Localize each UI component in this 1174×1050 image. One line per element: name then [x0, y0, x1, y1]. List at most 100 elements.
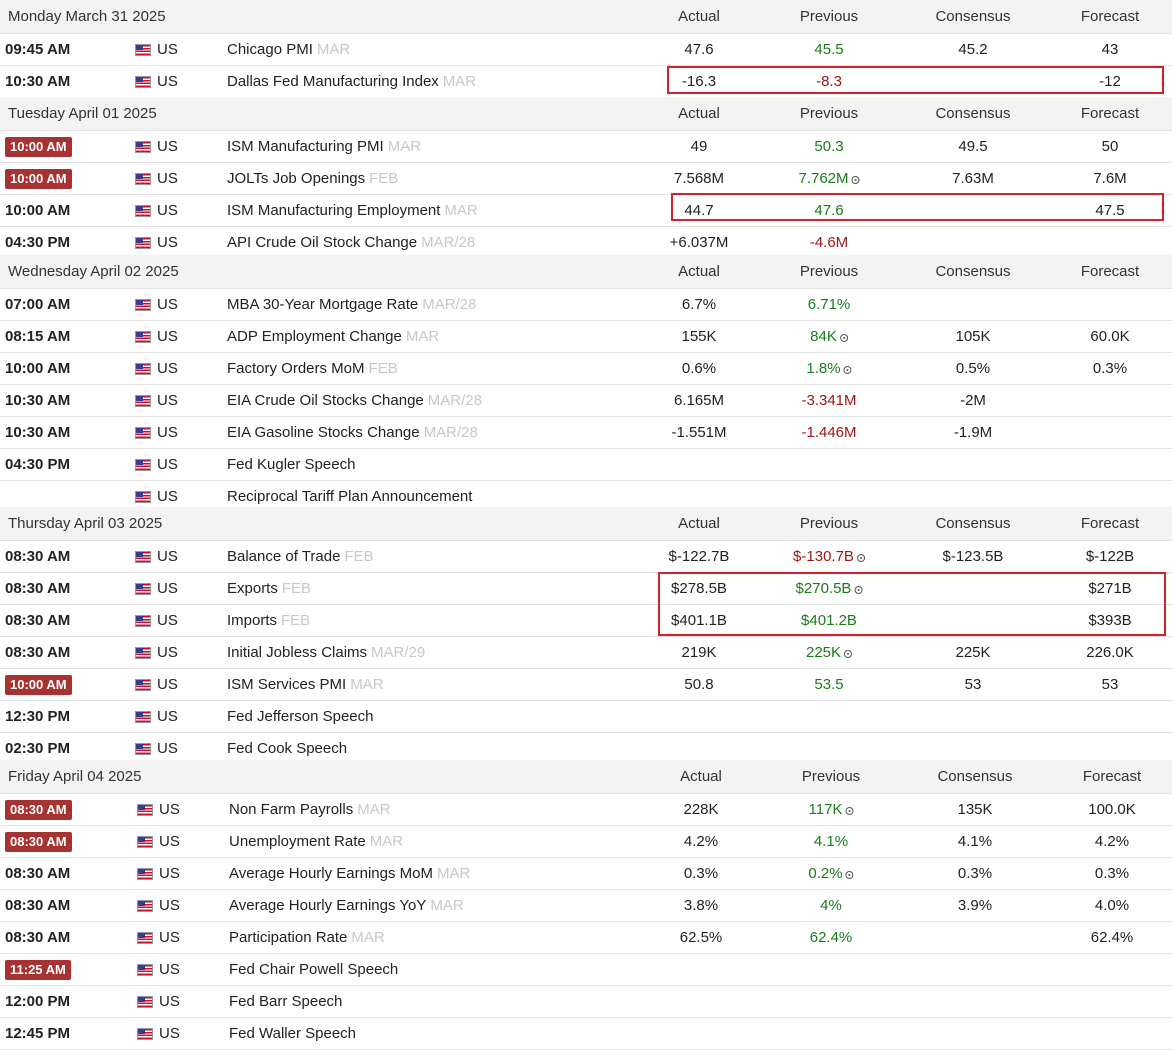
- event-row[interactable]: 10:00 AM US ISM Services PMI MAR 50.8 53.5 53 5…: [0, 669, 1172, 701]
- event-row[interactable]: 08:30 AM US Average Hourly Earnings YoY MAR…: [0, 890, 1172, 922]
- revised-info-icon[interactable]: [845, 870, 854, 879]
- event-name-cell[interactable]: Dallas Fed Manufacturing Index MAR: [227, 66, 476, 97]
- event-name-cell[interactable]: JOLTs Job Openings FEB: [227, 163, 398, 194]
- event-name-link[interactable]: Fed Waller Speech: [229, 1025, 357, 1042]
- event-row[interactable]: 08:30 AM US Initial Jobless Claims MAR/29 21…: [0, 637, 1172, 669]
- event-row[interactable]: 04:30 PM US API Crude Oil Stock Change MAR/…: [0, 227, 1172, 259]
- event-row[interactable]: 08:30 AM US Imports FEB $401.1B $401.2B $393B: [0, 605, 1172, 637]
- event-name-link[interactable]: EIA Crude Oil Stocks Change: [227, 392, 424, 409]
- event-name-cell[interactable]: Unemployment Rate MAR: [229, 826, 403, 857]
- event-country: US: [159, 993, 180, 1010]
- revised-info-icon[interactable]: [844, 649, 853, 658]
- event-name-link[interactable]: ISM Manufacturing Employment: [227, 202, 441, 219]
- event-row[interactable]: 10:00 AM US JOLTs Job Openings FEB 7.568M 7.7…: [0, 163, 1172, 195]
- event-name-cell[interactable]: ADP Employment Change MAR: [227, 321, 439, 352]
- event-name-cell[interactable]: Fed Kugler Speech: [227, 449, 355, 480]
- event-name-cell[interactable]: Fed Chair Powell Speech: [229, 954, 398, 985]
- event-name-link[interactable]: API Crude Oil Stock Change: [227, 234, 418, 251]
- event-row[interactable]: 12:30 PM US Fed Jefferson Speech: [0, 701, 1172, 733]
- event-row[interactable]: 10:00 AM US Factory Orders MoM FEB 0.6% 1.8% 0…: [0, 353, 1172, 385]
- event-name-link[interactable]: JOLTs Job Openings: [227, 170, 366, 187]
- event-forecast-value: 62.4%: [1090, 929, 1134, 946]
- event-row[interactable]: 08:30 AM US Exports FEB $278.5B $270.5B $271B: [0, 573, 1172, 605]
- event-name-cell[interactable]: Exports FEB: [227, 573, 311, 604]
- event-name-cell[interactable]: ISM Services PMI MAR: [227, 669, 384, 700]
- event-row[interactable]: 12:45 PM US Fed Waller Speech: [0, 1018, 1172, 1050]
- event-name-cell[interactable]: Fed Barr Speech: [229, 986, 342, 1017]
- event-name-cell[interactable]: MBA 30-Year Mortgage Rate MAR/28: [227, 289, 476, 320]
- event-row[interactable]: 10:30 AM US EIA Gasoline Stocks Change MAR/…: [0, 417, 1172, 449]
- event-name-link[interactable]: Fed Chair Powell Speech: [229, 961, 399, 978]
- event-name-link[interactable]: EIA Gasoline Stocks Change: [227, 424, 420, 441]
- event-name-cell[interactable]: Balance of Trade FEB: [227, 541, 374, 572]
- event-name-cell[interactable]: ISM Manufacturing PMI MAR: [227, 131, 421, 162]
- revised-info-icon[interactable]: [843, 365, 852, 374]
- event-name-cell[interactable]: Initial Jobless Claims MAR/29: [227, 637, 425, 668]
- event-row[interactable]: 08:30 AM US Non Farm Payrolls MAR 228K 117K 13…: [0, 794, 1172, 826]
- event-name-link[interactable]: Reciprocal Tariff Plan Announcement: [227, 488, 473, 505]
- event-name-link[interactable]: Non Farm Payrolls: [229, 801, 354, 818]
- event-name-link[interactable]: Imports: [227, 612, 278, 629]
- event-row[interactable]: 08:15 AM US ADP Employment Change MAR 155K 84…: [0, 321, 1172, 353]
- day-date: Tuesday April 01 2025: [8, 105, 157, 122]
- event-row[interactable]: 04:30 PM US Fed Kugler Speech: [0, 449, 1172, 481]
- us-flag-icon: [135, 573, 151, 604]
- event-row[interactable]: 08:30 AM US Balance of Trade FEB $-122.7B $-1…: [0, 541, 1172, 573]
- event-name-cell[interactable]: Participation Rate MAR: [229, 922, 385, 953]
- event-name-cell[interactable]: Reciprocal Tariff Plan Announcement: [227, 481, 472, 512]
- event-row[interactable]: 10:30 AM US Dallas Fed Manufacturing Index…: [0, 66, 1172, 98]
- event-name-link[interactable]: Fed Cook Speech: [227, 740, 348, 757]
- event-row[interactable]: 10:30 AM US EIA Crude Oil Stocks Change MAR…: [0, 385, 1172, 417]
- event-row[interactable]: 11:25 AM US Fed Chair Powell Speech: [0, 954, 1172, 986]
- event-name-cell[interactable]: EIA Gasoline Stocks Change MAR/28: [227, 417, 478, 448]
- event-name-link[interactable]: Balance of Trade: [227, 548, 341, 565]
- event-forecast-value: -12: [1099, 73, 1121, 90]
- event-name-link[interactable]: Initial Jobless Claims: [227, 644, 368, 661]
- event-row[interactable]: 10:00 AM US ISM Manufacturing Employment MA…: [0, 195, 1172, 227]
- event-forecast: 60.0K: [1090, 321, 1129, 352]
- event-name-link[interactable]: Exports: [227, 580, 278, 597]
- event-previous: 53.5: [814, 669, 843, 700]
- revised-info-icon[interactable]: [856, 553, 865, 562]
- event-name-link[interactable]: Fed Kugler Speech: [227, 456, 356, 473]
- event-name-cell[interactable]: Non Farm Payrolls MAR: [229, 794, 391, 825]
- event-name-link[interactable]: ADP Employment Change: [227, 328, 402, 345]
- event-name-cell[interactable]: EIA Crude Oil Stocks Change MAR/28: [227, 385, 482, 416]
- event-name-link[interactable]: Factory Orders MoM: [227, 360, 365, 377]
- event-row[interactable]: 12:00 PM US Fed Barr Speech: [0, 986, 1172, 1018]
- event-name-cell[interactable]: Chicago PMI MAR: [227, 34, 350, 65]
- event-name-link[interactable]: Average Hourly Earnings MoM: [229, 865, 433, 882]
- revised-info-icon[interactable]: [839, 333, 848, 342]
- event-name-link[interactable]: MBA 30-Year Mortgage Rate: [227, 296, 419, 313]
- event-row[interactable]: 10:00 AM US ISM Manufacturing PMI MAR 49 50.3…: [0, 131, 1172, 163]
- event-name-link[interactable]: Chicago PMI: [227, 41, 313, 58]
- event-row[interactable]: 08:30 AM US Participation Rate MAR 62.5% 62.4…: [0, 922, 1172, 954]
- event-name-cell[interactable]: Fed Cook Speech: [227, 733, 347, 764]
- event-actual: 0.6%: [682, 353, 716, 384]
- event-row[interactable]: 08:30 AM US Unemployment Rate MAR 4.2% 4.1% 4.…: [0, 826, 1172, 858]
- event-period: MAR: [430, 897, 464, 914]
- revised-info-icon[interactable]: [845, 806, 854, 815]
- event-name-cell[interactable]: API Crude Oil Stock Change MAR/28: [227, 227, 475, 258]
- event-name-link[interactable]: Unemployment Rate: [229, 833, 366, 850]
- event-name-link[interactable]: Fed Jefferson Speech: [227, 708, 374, 725]
- event-row[interactable]: 09:45 AM US Chicago PMI MAR 47.6 45.5 45.2 43: [0, 34, 1172, 66]
- event-name-link[interactable]: Dallas Fed Manufacturing Index: [227, 73, 439, 90]
- event-name-cell[interactable]: Fed Jefferson Speech: [227, 701, 373, 732]
- event-name-cell[interactable]: ISM Manufacturing Employment MAR: [227, 195, 478, 226]
- event-name-link[interactable]: Average Hourly Earnings YoY: [229, 897, 427, 914]
- event-row[interactable]: 08:30 AM US Average Hourly Earnings MoM MAR…: [0, 858, 1172, 890]
- event-name-link[interactable]: ISM Manufacturing PMI: [227, 138, 384, 155]
- event-row[interactable]: 07:00 AM US MBA 30-Year Mortgage Rate MAR/2…: [0, 289, 1172, 321]
- event-name-link[interactable]: ISM Services PMI: [227, 676, 347, 693]
- event-name-cell[interactable]: Imports FEB: [227, 605, 310, 636]
- event-name-cell[interactable]: Average Hourly Earnings YoY MAR: [229, 890, 464, 921]
- event-name-link[interactable]: Participation Rate: [229, 929, 348, 946]
- event-actual-value: +6.037M: [669, 234, 729, 251]
- event-name-cell[interactable]: Fed Waller Speech: [229, 1018, 356, 1049]
- revised-info-icon[interactable]: [851, 175, 860, 184]
- event-name-cell[interactable]: Average Hourly Earnings MoM MAR: [229, 858, 470, 889]
- revised-info-icon[interactable]: [854, 585, 863, 594]
- event-name-cell[interactable]: Factory Orders MoM FEB: [227, 353, 398, 384]
- event-name-link[interactable]: Fed Barr Speech: [229, 993, 343, 1010]
